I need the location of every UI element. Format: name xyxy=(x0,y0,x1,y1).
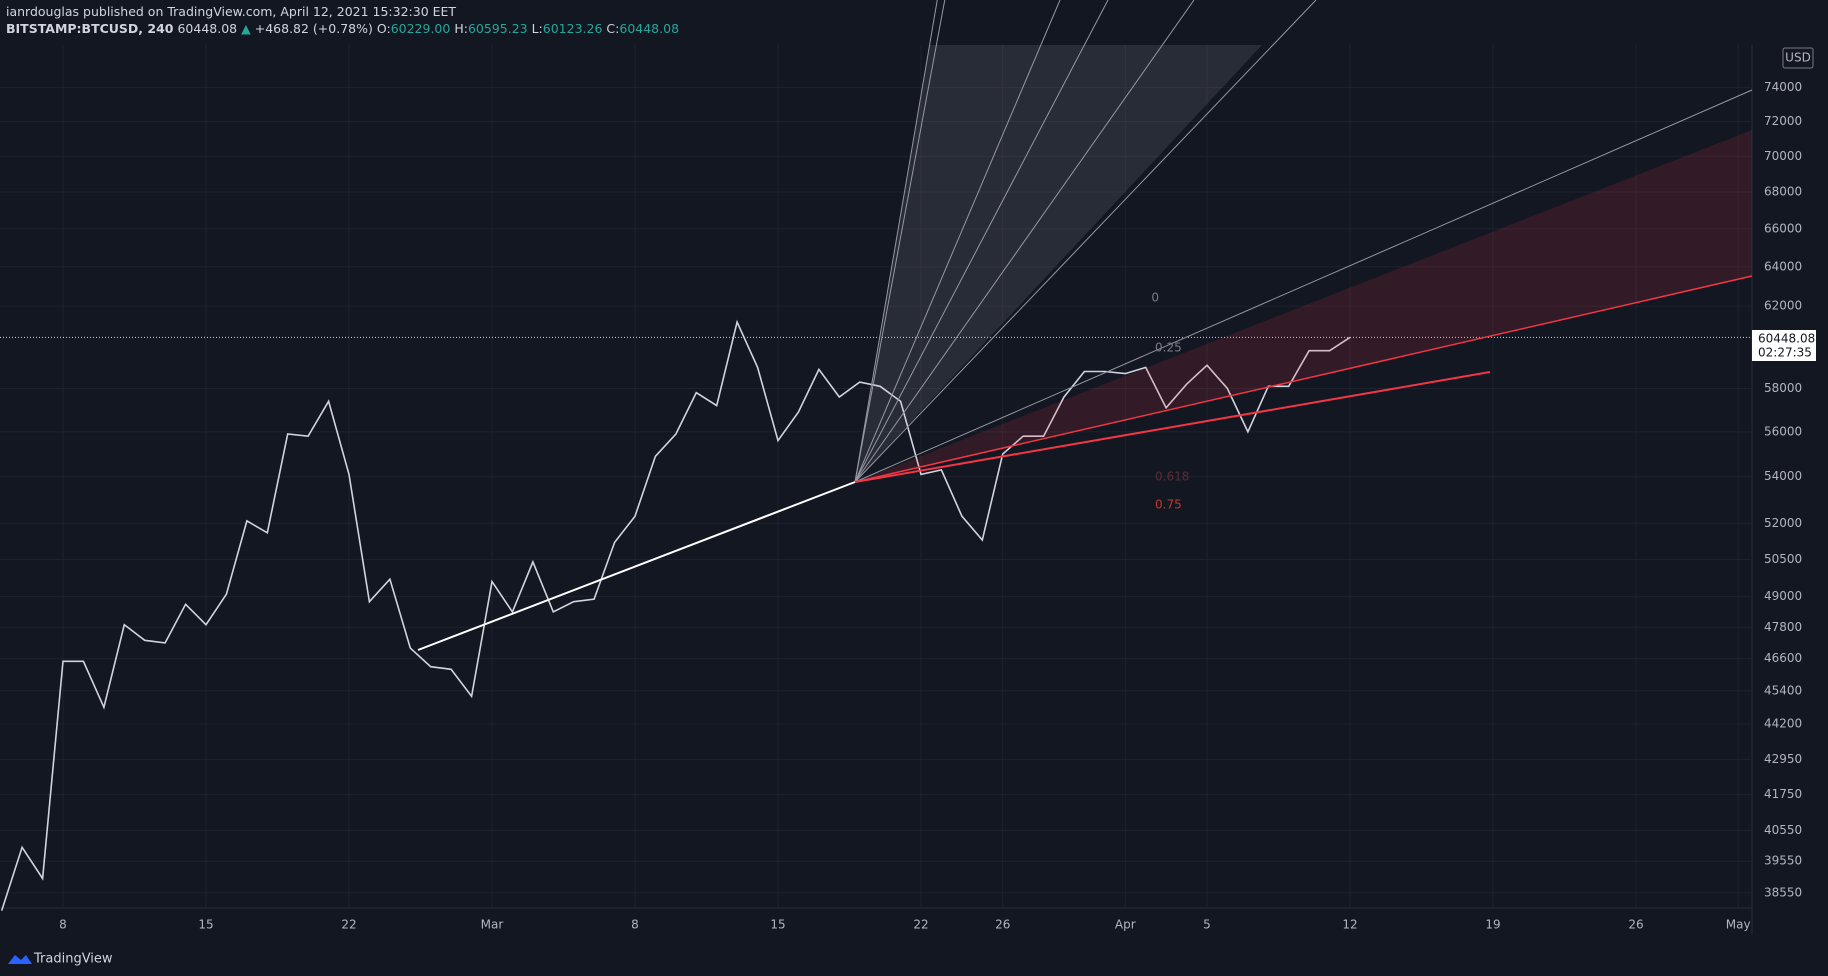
y-tick-label: 47800 xyxy=(1764,620,1802,634)
countdown: 02:27:35 xyxy=(1758,346,1812,360)
x-tick-label: 5 xyxy=(1203,918,1211,932)
y-tick-label: 64000 xyxy=(1764,259,1802,273)
fib-fan-fill xyxy=(855,45,1262,482)
y-tick-label: 45400 xyxy=(1764,683,1802,697)
logo-icon xyxy=(8,955,32,964)
fan-line xyxy=(854,0,1109,483)
y-tick-label: 58000 xyxy=(1764,381,1802,395)
o-label: O: xyxy=(376,21,391,36)
x-tick-label: 26 xyxy=(995,918,1010,932)
y-tick-label: 40550 xyxy=(1764,823,1802,837)
plot xyxy=(0,45,1752,911)
trendline-segment xyxy=(854,371,1491,483)
last: 60448.08 xyxy=(177,21,238,36)
arrow: ▲ xyxy=(241,21,251,36)
x-tick-label: 15 xyxy=(770,918,785,932)
fan-line xyxy=(854,0,946,483)
symbol: BITSTAMP:BTCUSD, 240 xyxy=(6,21,174,36)
fan-line xyxy=(854,0,1317,483)
last-price: 60448.08 xyxy=(1758,332,1815,346)
y-tick-label: 52000 xyxy=(1764,516,1802,530)
y-tick-label: 56000 xyxy=(1764,424,1802,438)
x-tick-label: 8 xyxy=(631,918,639,932)
c-label: C: xyxy=(606,21,620,36)
fib-label: 0.25 xyxy=(1155,341,1182,355)
fib-label: 0.75 xyxy=(1155,498,1182,512)
y-tick-label: 72000 xyxy=(1764,114,1802,128)
x-tick-label: Apr xyxy=(1115,918,1136,932)
y-tick-label: 39550 xyxy=(1764,854,1802,868)
y-tick-label: 38550 xyxy=(1764,885,1802,899)
y-tick-label: 41750 xyxy=(1764,787,1802,801)
change: +468.82 (+0.78%) xyxy=(254,21,373,36)
h-label: H: xyxy=(454,21,468,36)
logo xyxy=(8,955,32,964)
price-line xyxy=(0,319,1351,911)
x-tick-label: 8 xyxy=(59,918,67,932)
y-tick-label: 62000 xyxy=(1764,299,1802,313)
currency: USD xyxy=(1785,51,1811,65)
y-tick-label: 49000 xyxy=(1764,589,1802,603)
fan-line xyxy=(854,0,938,483)
y-tick-label: 42950 xyxy=(1764,752,1802,766)
fib-fan xyxy=(854,0,1753,483)
fan-line xyxy=(854,0,1061,483)
y-tick-label: 46600 xyxy=(1764,651,1802,665)
y-tick-label: 70000 xyxy=(1764,149,1802,163)
x-tick-label: Mar xyxy=(481,918,504,932)
y-tick-label: 68000 xyxy=(1764,185,1802,199)
x-tick-label: 22 xyxy=(913,918,928,932)
x-tick-label: 15 xyxy=(198,918,213,932)
x-tick-label: 19 xyxy=(1485,918,1500,932)
y-tick-label: 50500 xyxy=(1764,552,1802,566)
x-tick-label: 22 xyxy=(341,918,356,932)
author-text: ianrdouglas published on TradingView.com… xyxy=(6,4,457,19)
trendline-extension xyxy=(854,275,1753,483)
y-tick-label: 54000 xyxy=(1764,469,1802,483)
legend-line: BITSTAMP:BTCUSD, 240 60448.08 ▲ +468.82 … xyxy=(6,21,679,36)
o: 60229.00 xyxy=(390,21,451,36)
h: 60595.23 xyxy=(467,21,528,36)
fan-line xyxy=(854,89,1753,483)
x-tick-label: 26 xyxy=(1628,918,1643,932)
y-tick-label: 44200 xyxy=(1764,716,1802,730)
c: 60448.08 xyxy=(619,21,680,36)
currency-badge[interactable] xyxy=(1782,47,1814,69)
fib-label: 0.618 xyxy=(1155,470,1189,484)
footer: TradingView xyxy=(33,952,113,967)
author-line: ianrdouglas published on TradingView.com… xyxy=(6,4,456,19)
y-tick-label: 66000 xyxy=(1764,221,1802,235)
l: 60123.26 xyxy=(542,21,603,36)
fan-red-fill xyxy=(855,130,1752,482)
fan-line xyxy=(854,0,1195,483)
y-tick-label: 74000 xyxy=(1764,80,1802,94)
trendline xyxy=(417,481,856,651)
x-tick-label: 12 xyxy=(1342,918,1357,932)
l-label: L: xyxy=(531,21,543,36)
x-tick-label: May xyxy=(1726,918,1751,932)
last-price-box xyxy=(1752,330,1816,361)
fib-label: 0 xyxy=(1151,291,1159,305)
